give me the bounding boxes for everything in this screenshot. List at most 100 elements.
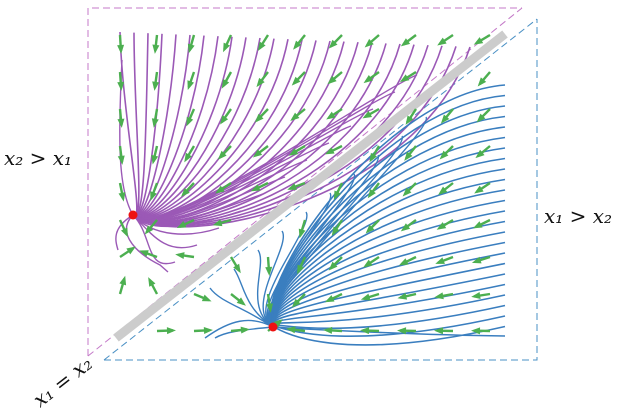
field-arrow-head bbox=[399, 74, 410, 83]
field-arrow-head bbox=[293, 40, 302, 50]
vector-field-arrows bbox=[117, 33, 491, 335]
field-arrow-head bbox=[439, 150, 449, 160]
lower-trajectory bbox=[262, 230, 285, 328]
field-arrow-head bbox=[181, 187, 190, 197]
field-arrow-head bbox=[288, 148, 299, 156]
lower-trajectory bbox=[257, 249, 274, 328]
upper-trajectory bbox=[134, 34, 177, 216]
field-arrow-head bbox=[397, 327, 407, 335]
field-arrow-head bbox=[126, 246, 136, 255]
field-arrow-head bbox=[286, 326, 296, 334]
field-arrow-head bbox=[369, 152, 377, 163]
field-arrow-head bbox=[250, 184, 261, 192]
field-arrow-head bbox=[363, 259, 373, 268]
field-arrow-head bbox=[215, 185, 225, 194]
field-arrow-head bbox=[221, 79, 230, 89]
field-arrow-head bbox=[402, 187, 412, 197]
field-arrow-head bbox=[397, 292, 408, 300]
field-arrow-head bbox=[400, 38, 411, 47]
field-arrow-head bbox=[360, 293, 371, 301]
field-arrow-head bbox=[436, 222, 447, 230]
upper-trajectories bbox=[115, 31, 471, 273]
field-arrow-head bbox=[240, 326, 250, 334]
field-arrow-head bbox=[117, 44, 125, 54]
upper-trajectory bbox=[132, 74, 418, 220]
lower-trajectory bbox=[209, 287, 274, 328]
upper-trajectory bbox=[134, 39, 303, 219]
lower-trajectory bbox=[268, 154, 379, 328]
field-arrow-head bbox=[360, 327, 370, 335]
upper-trajectory bbox=[134, 39, 289, 219]
field-arrow-head bbox=[472, 221, 483, 229]
field-arrow-head bbox=[400, 223, 411, 232]
field-arrow-head bbox=[363, 74, 373, 84]
field-arrow-head bbox=[405, 115, 414, 125]
diagonal-band bbox=[113, 30, 508, 342]
field-arrow-head bbox=[367, 188, 376, 199]
lower-fixed-point bbox=[268, 322, 278, 332]
field-arrow-head bbox=[471, 292, 481, 299]
field-arrow-head bbox=[440, 114, 450, 124]
field-arrow-head bbox=[236, 297, 246, 306]
field-arrow-head bbox=[257, 41, 266, 52]
field-arrow-head bbox=[117, 81, 125, 91]
field-arrow-head bbox=[266, 303, 273, 313]
lower-trajectory bbox=[269, 116, 427, 328]
field-arrow-head bbox=[324, 147, 335, 155]
field-arrow-head bbox=[398, 258, 409, 266]
field-arrow-head bbox=[364, 38, 374, 48]
field-arrow-head bbox=[328, 39, 338, 49]
field-arrow-head bbox=[120, 227, 128, 238]
lower-region-label: x₁ > x₂ bbox=[544, 204, 612, 228]
upper-region-boundary bbox=[87, 7, 522, 356]
field-arrow-head bbox=[331, 226, 340, 236]
field-arrow-head bbox=[256, 77, 265, 88]
field-arrow-head bbox=[184, 152, 192, 163]
field-arrow-head bbox=[187, 80, 195, 90]
field-arrow-head bbox=[287, 183, 297, 190]
field-arrow-head bbox=[151, 154, 159, 165]
field-arrow-head bbox=[327, 75, 337, 85]
field-arrow-head bbox=[220, 115, 229, 125]
field-arrow-head bbox=[212, 219, 223, 227]
lower-region-boundary bbox=[104, 19, 538, 361]
field-arrow-head bbox=[148, 277, 156, 287]
field-arrow-head bbox=[144, 225, 154, 235]
field-arrow-head bbox=[151, 118, 159, 128]
upper-trajectory bbox=[134, 44, 429, 225]
field-arrow-head bbox=[475, 149, 485, 159]
field-arrow-head bbox=[152, 44, 160, 54]
field-arrow-head bbox=[471, 327, 481, 335]
field-arrow-head bbox=[217, 150, 227, 160]
field-arrow-head bbox=[404, 151, 413, 161]
field-arrow-head bbox=[291, 298, 301, 308]
upper-trajectory bbox=[134, 36, 219, 217]
lower-trajectory bbox=[204, 319, 274, 339]
field-arrow-head bbox=[176, 221, 187, 229]
lower-region-diagonal-edge bbox=[103, 18, 538, 361]
field-arrow-head bbox=[365, 224, 375, 234]
field-arrow-head bbox=[186, 116, 194, 127]
field-arrow-head bbox=[273, 319, 283, 328]
field-arrow-head bbox=[265, 266, 273, 276]
diagonal-label: x₁ = x₂ bbox=[28, 351, 96, 409]
upper-trajectory bbox=[125, 214, 169, 273]
field-arrow-head bbox=[166, 327, 176, 335]
upper-trajectory bbox=[134, 33, 149, 216]
upper-fixed-point bbox=[128, 210, 138, 220]
field-arrow-head bbox=[117, 118, 125, 128]
field-arrow-head bbox=[324, 295, 335, 303]
field-arrow-head bbox=[118, 192, 126, 202]
field-arrow-head bbox=[152, 81, 160, 91]
field-arrow-head bbox=[434, 327, 444, 335]
field-arrow-head bbox=[328, 261, 338, 271]
field-arrow-head bbox=[477, 77, 487, 87]
field-arrow-head bbox=[333, 190, 341, 201]
field-arrow-head bbox=[474, 185, 484, 194]
field-arrow-head bbox=[438, 186, 448, 195]
field-arrow-head bbox=[119, 275, 127, 286]
field-arrow-head bbox=[323, 326, 333, 334]
field-arrow-head bbox=[139, 250, 149, 257]
field-arrow-head bbox=[297, 264, 305, 275]
